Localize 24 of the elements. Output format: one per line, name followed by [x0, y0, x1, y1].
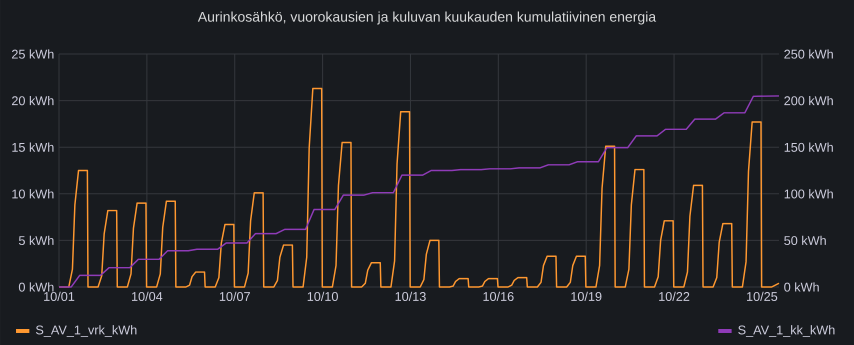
y2-tick-label: 50 kWh	[784, 236, 826, 246]
y2-tick-label: 100 kWh	[784, 189, 833, 198]
y-tick-label: 25 kWh	[12, 49, 54, 59]
x-tick-label: 10/22	[659, 292, 690, 301]
chart-title: Aurinkosähkö, vuorokausien ja kuluvan kuukauden kumulatiivinen energia	[198, 11, 656, 25]
x-tick-label: 10/07	[220, 292, 250, 301]
x-tick-label: 10/04	[132, 292, 162, 301]
x-tick-label: 10/16	[483, 292, 514, 301]
x-tick-label: 10/10	[308, 292, 338, 301]
x-tick-label: 10/01	[44, 292, 74, 301]
legend-label: S_AV_1_vrk_kWh	[36, 325, 136, 337]
y-tick-label: 5 kWh	[18, 236, 54, 246]
x-tick-label: 10/13	[396, 292, 426, 301]
y2-tick-label: 200 kWh	[784, 96, 833, 106]
y-tick-label: 0 kWh	[18, 282, 54, 292]
y-tick-label: 20 kWh	[12, 96, 54, 106]
legend-label: S_AV_1_kk_kWh	[738, 325, 834, 337]
y2-tick-label: 0 kWh	[784, 282, 819, 292]
x-tick-label: 10/19	[571, 292, 602, 301]
y-tick-label: 10 kWh	[12, 189, 54, 198]
y2-tick-label: 250 kWh	[784, 49, 833, 59]
y-tick-label: 15 kWh	[12, 142, 54, 152]
y2-tick-label: 150 kWh	[784, 142, 833, 152]
x-tick-label: 10/25	[747, 292, 778, 301]
